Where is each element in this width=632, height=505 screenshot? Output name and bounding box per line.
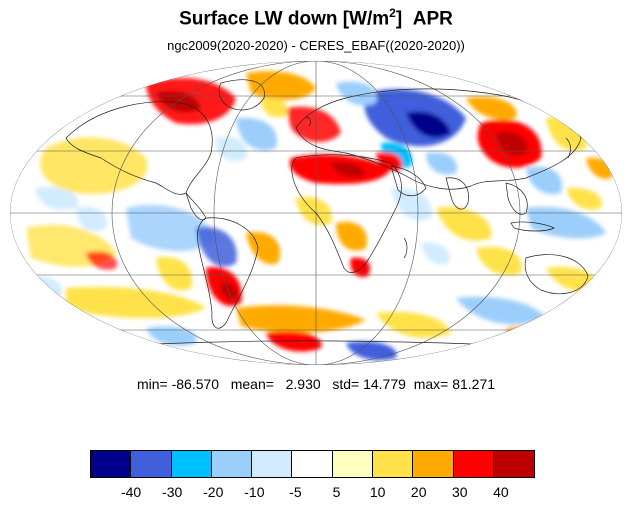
- field-region: [286, 106, 341, 143]
- field-region: [261, 97, 288, 118]
- colorbar-tick-label: -5: [289, 484, 302, 500]
- field-region: [526, 166, 562, 195]
- colorbar-tick-label: -10: [244, 484, 265, 500]
- stat-std-label: std=: [332, 376, 360, 392]
- field-region: [496, 131, 527, 156]
- field-region: [346, 341, 397, 361]
- field-region: [66, 286, 206, 319]
- colorbar-swatch: [292, 451, 333, 477]
- plot-title: Surface LW down [W/m2] APR: [0, 6, 632, 30]
- colorbar-swatch: [453, 451, 494, 477]
- stat-min-value: -86.570: [171, 376, 220, 392]
- field-region: [236, 117, 277, 151]
- anomaly-field: [26, 71, 614, 361]
- stat-min-label: min=: [136, 376, 168, 392]
- stat-max-value: 81.271: [452, 376, 496, 392]
- plot-subtitle: ngc2009(2020-2020) - CERES_EBAF((2020-20…: [167, 38, 465, 53]
- field-region: [476, 246, 522, 276]
- field-region: [426, 152, 457, 175]
- colorbar-swatch: [413, 451, 454, 477]
- coastline-madagascar: [403, 237, 408, 259]
- field-region: [436, 207, 492, 241]
- field-region: [236, 305, 366, 333]
- colorbar: [90, 450, 536, 478]
- colorbar-tick-label: 10: [369, 484, 386, 500]
- stat-std-value: 14.779: [363, 376, 406, 392]
- colorbar-swatch: [332, 451, 374, 477]
- colorbar-swatch: [91, 451, 132, 477]
- colorbar-tick-label: -20: [203, 484, 224, 500]
- statistics-line: min= -86.570 mean= 2.930 std= 14.779 max…: [0, 376, 632, 392]
- title-month: APR: [412, 8, 453, 30]
- colorbar-swatch: [373, 451, 414, 477]
- title-exponent: 2: [389, 6, 396, 20]
- colorbar-tick-label: 5: [332, 484, 341, 500]
- coastline-south-america: [197, 217, 259, 329]
- field-region: [546, 266, 597, 292]
- colorbar-tick-label: -30: [162, 484, 183, 500]
- field-region: [391, 187, 432, 221]
- title-close: ]: [395, 8, 403, 30]
- colorbar-swatch: [252, 451, 293, 477]
- field-region: [506, 326, 557, 346]
- stat-max-label: max=: [413, 376, 449, 392]
- coastline-arabia: [390, 165, 427, 197]
- field-region: [156, 257, 192, 291]
- colorbar-tick-label: 30: [452, 484, 468, 500]
- field-region: [40, 137, 148, 194]
- coastline-india: [445, 177, 469, 210]
- coastline-greenland: [218, 79, 265, 111]
- field-region: [421, 242, 450, 265]
- field-region: [331, 162, 365, 178]
- field-region: [456, 296, 546, 325]
- field-region: [376, 311, 451, 338]
- field-region: [126, 204, 216, 252]
- world-map: [10, 61, 622, 365]
- field-region: [466, 96, 517, 120]
- colorbar-tick-label: 40: [493, 484, 509, 500]
- coastline-north-america: [65, 101, 213, 195]
- field-region: [336, 221, 367, 251]
- field-region: [566, 187, 602, 210]
- colorbar-swatch: [171, 451, 212, 477]
- stat-mean-value: 2.930: [285, 376, 321, 392]
- coastline-japan: [565, 137, 571, 159]
- coastline-southeast-asia: [505, 182, 528, 215]
- colorbar-swatch: [493, 451, 535, 477]
- field-region: [246, 232, 281, 265]
- field-region: [156, 91, 201, 113]
- stat-mean-label: mean=: [230, 376, 274, 392]
- field-region: [86, 251, 117, 270]
- field-region: [220, 282, 238, 300]
- field-region: [216, 136, 247, 162]
- colorbar-swatch: [131, 451, 172, 477]
- coastline-uk: [305, 117, 311, 127]
- colorbar-tick-label: -40: [120, 484, 142, 500]
- field-region: [246, 71, 316, 100]
- title-text: Surface LW down [W/m: [179, 8, 390, 30]
- field-region: [266, 331, 322, 352]
- colorbar-labels: -40 -30 -20 -10 -5 5 10 20 30 40: [90, 484, 542, 502]
- field-region: [36, 187, 79, 210]
- field-region: [406, 111, 451, 138]
- field-region: [376, 152, 403, 171]
- coastline-australia: [524, 254, 589, 294]
- field-region: [336, 81, 377, 106]
- coastline-eurasia: [295, 88, 582, 190]
- colorbar-swatch: [211, 451, 253, 477]
- coastline-africa: [291, 154, 402, 273]
- coastline-indonesia: [510, 221, 555, 232]
- field-region: [146, 326, 197, 346]
- colorbar-tick-label: 20: [410, 484, 427, 500]
